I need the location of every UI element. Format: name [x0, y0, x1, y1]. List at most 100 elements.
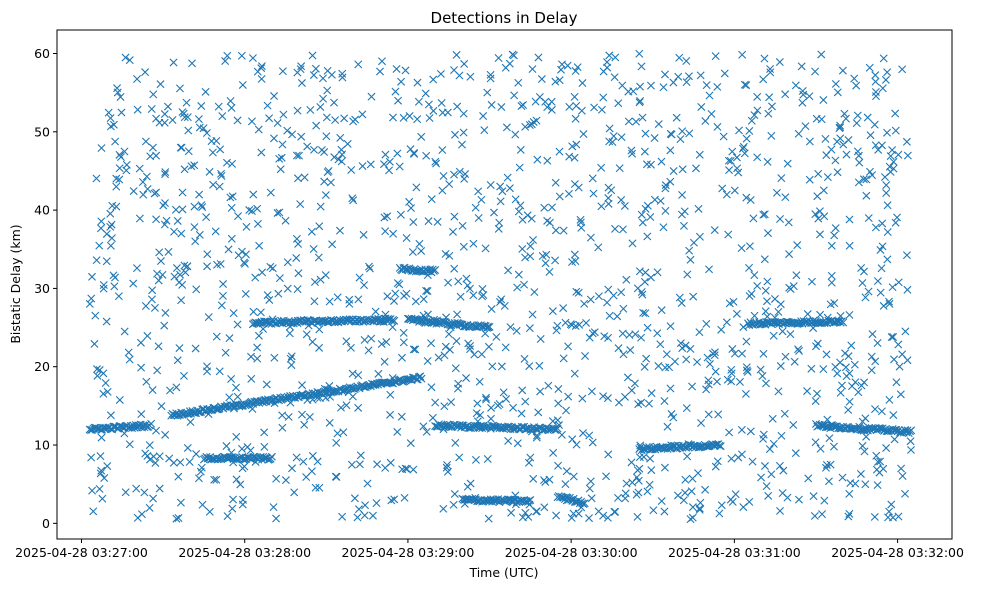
data-point — [764, 229, 772, 238]
data-point — [379, 160, 388, 169]
data-point — [293, 285, 302, 294]
data-point — [481, 393, 490, 402]
data-point — [198, 203, 207, 212]
data-point — [322, 132, 331, 141]
data-point — [187, 162, 196, 171]
data-point — [613, 312, 622, 321]
data-point — [888, 146, 897, 155]
data-point — [460, 174, 469, 183]
data-point — [125, 355, 134, 364]
data-point — [505, 184, 514, 193]
data-point — [554, 399, 563, 408]
data-point — [682, 355, 691, 364]
data-point — [198, 500, 207, 509]
data-point — [433, 217, 442, 226]
data-point — [871, 357, 880, 366]
data-point — [678, 190, 687, 199]
data-point — [566, 320, 575, 329]
data-point — [578, 79, 587, 88]
x-tick-label: 2025-04-28 03:31:00 — [668, 545, 801, 560]
data-point — [638, 218, 647, 227]
data-point — [503, 173, 512, 182]
data-point — [823, 173, 832, 182]
data-point — [548, 417, 557, 426]
data-point — [750, 271, 759, 280]
data-point — [802, 317, 811, 326]
x-axis-label: Time (UTC) — [468, 565, 538, 580]
data-point — [191, 237, 200, 246]
data-point — [293, 106, 302, 115]
data-point — [501, 343, 510, 352]
data-point — [391, 289, 400, 298]
data-point — [532, 433, 541, 442]
data-point — [229, 309, 238, 318]
data-point — [697, 102, 706, 111]
data-point — [521, 397, 530, 406]
data-point — [266, 262, 275, 271]
data-point — [638, 290, 647, 299]
data-point — [270, 353, 279, 362]
data-point — [669, 78, 678, 87]
data-point — [851, 479, 860, 488]
data-point — [881, 75, 890, 84]
data-point — [688, 513, 697, 522]
data-point — [195, 230, 204, 239]
data-point — [141, 68, 150, 77]
data-point — [611, 507, 620, 516]
data-point — [829, 442, 838, 451]
data-point — [346, 343, 355, 352]
data-point — [122, 166, 131, 175]
data-point — [272, 474, 281, 483]
data-point — [827, 271, 836, 280]
data-point — [887, 333, 896, 342]
data-point — [543, 216, 552, 225]
data-point — [110, 282, 119, 291]
data-point — [586, 295, 595, 304]
data-point — [236, 480, 245, 489]
data-point — [756, 365, 765, 374]
data-point — [104, 108, 113, 117]
data-point — [891, 109, 900, 118]
data-point — [885, 299, 894, 308]
data-point — [225, 393, 234, 402]
data-point — [760, 462, 769, 471]
data-point — [93, 365, 101, 374]
data-point — [614, 493, 622, 502]
data-point — [424, 100, 433, 109]
data-point — [739, 323, 748, 332]
data-point — [479, 291, 488, 300]
data-point — [183, 262, 192, 271]
data-point — [818, 421, 827, 430]
data-point — [145, 455, 154, 464]
data-point — [642, 160, 651, 169]
data-point — [184, 147, 193, 156]
data-point — [903, 426, 912, 435]
data-point — [630, 379, 639, 388]
data-point — [643, 323, 652, 332]
data-point — [471, 455, 480, 464]
data-point — [355, 273, 364, 282]
data-point — [874, 145, 883, 154]
data-point — [333, 429, 342, 438]
data-point — [142, 172, 151, 181]
data-point — [785, 283, 794, 292]
y-tick-label: 50 — [34, 124, 50, 139]
data-point — [444, 422, 453, 431]
data-point — [349, 117, 358, 126]
data-point — [188, 59, 197, 68]
data-point — [240, 259, 249, 268]
data-point — [665, 363, 674, 372]
data-point — [216, 259, 225, 268]
data-point — [300, 173, 309, 182]
data-point — [525, 120, 534, 129]
data-point — [355, 460, 364, 469]
data-point — [197, 201, 206, 210]
data-point — [157, 402, 166, 411]
data-point — [858, 417, 867, 426]
data-point — [443, 461, 452, 470]
data-point — [738, 50, 747, 59]
data-point — [604, 450, 613, 459]
data-point — [543, 103, 552, 112]
data-point — [310, 145, 319, 154]
data-point — [488, 362, 497, 371]
